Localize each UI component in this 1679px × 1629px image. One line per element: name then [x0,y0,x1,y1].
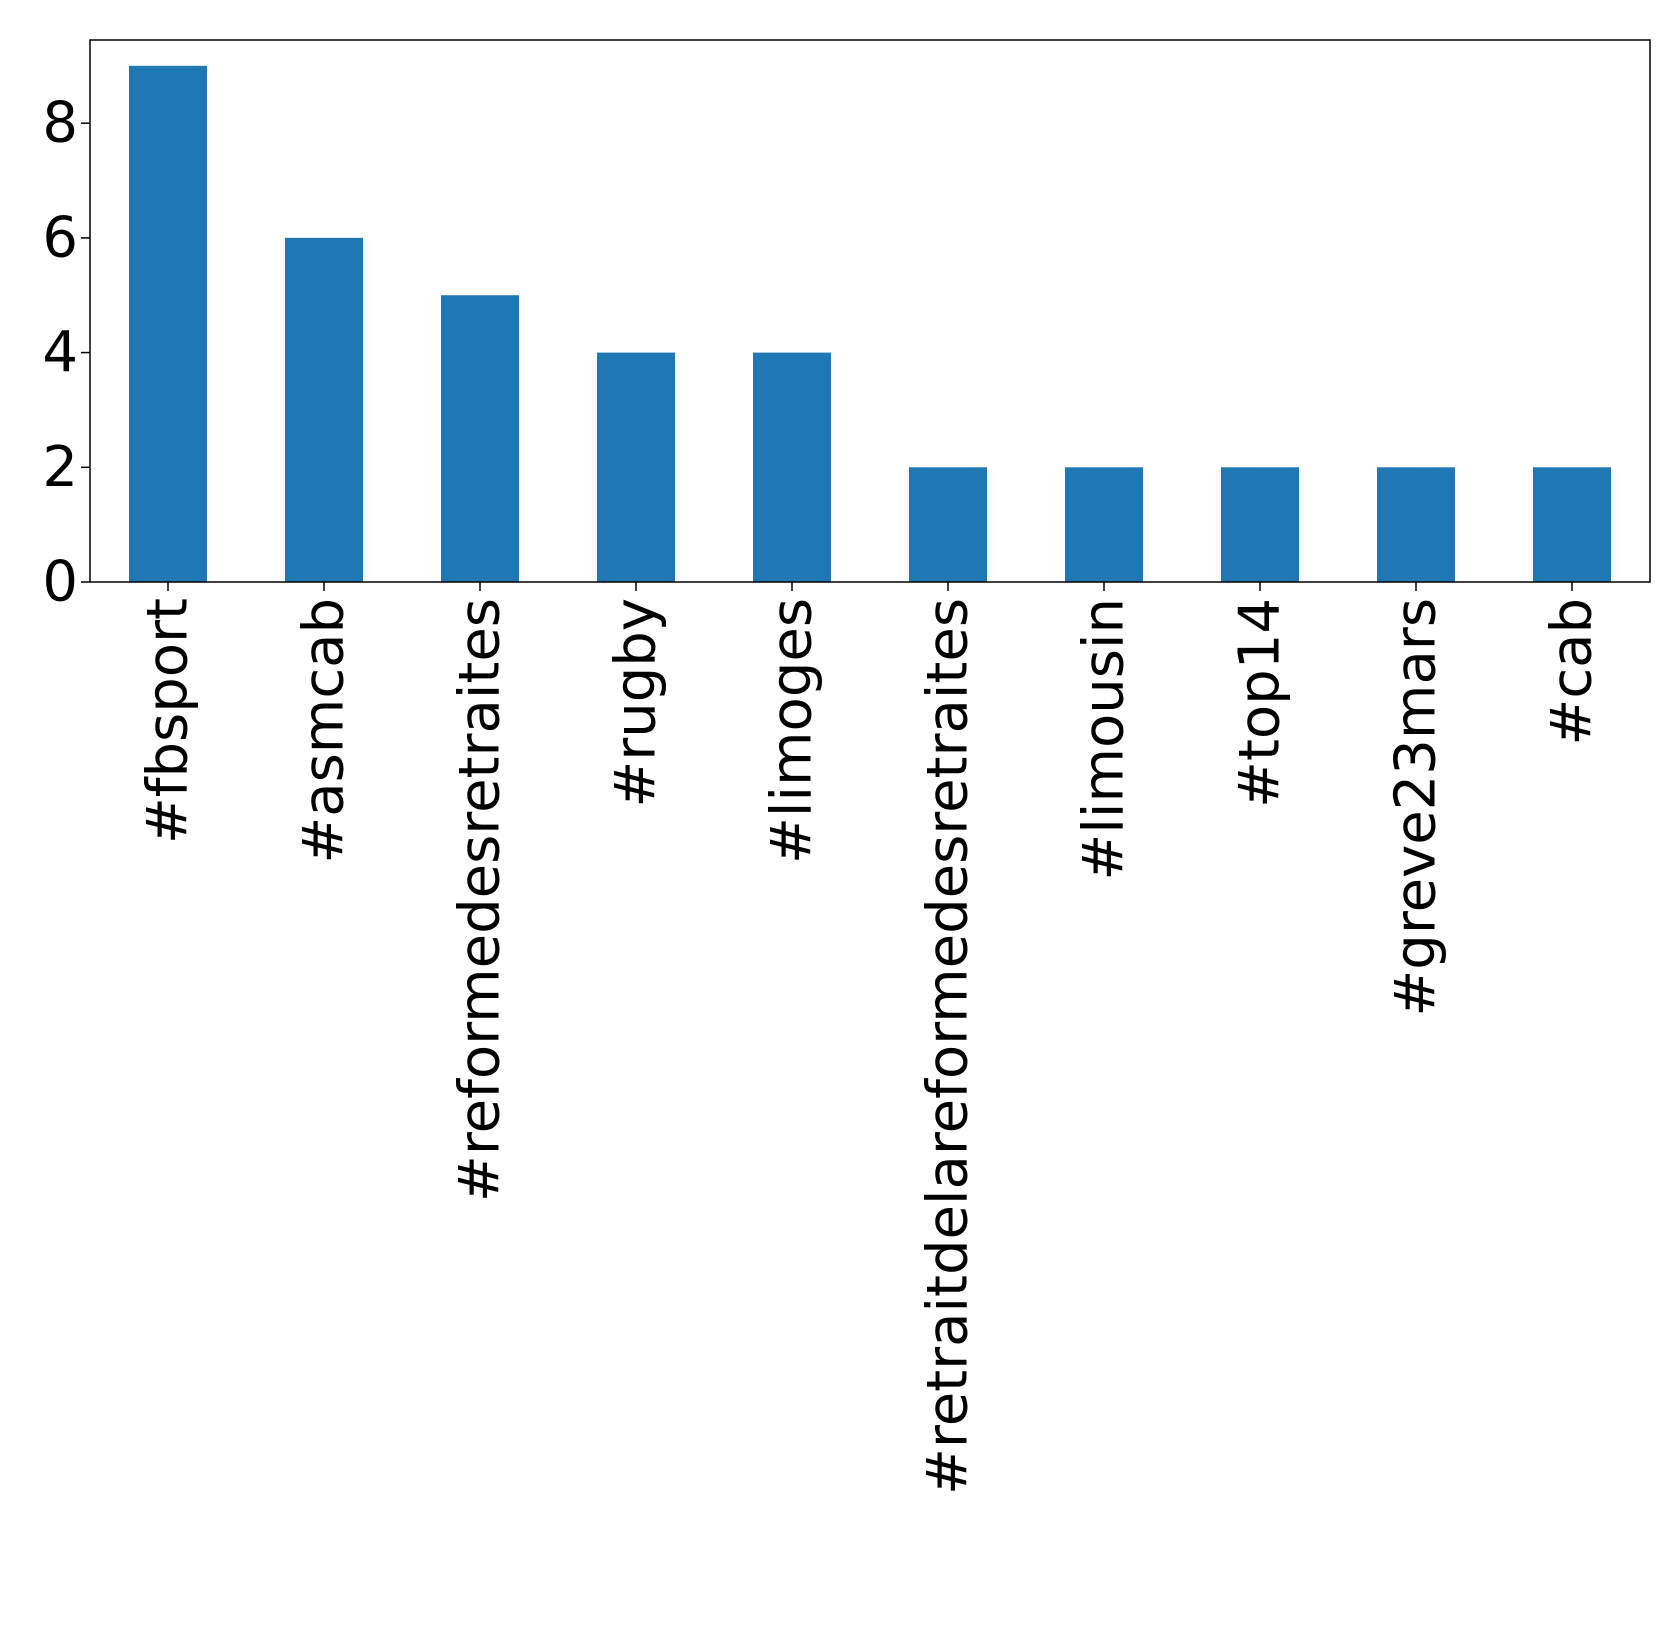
x-tick-label: #top14 [1228,598,1293,808]
bar-retraitdelareformedesretraites [909,467,987,582]
y-tick-label: 2 [42,435,78,500]
bar-reformedesretraites [441,295,519,582]
bar-rugby [597,352,675,582]
x-tick-label: #rugby [604,598,669,808]
y-tick-label: 4 [42,320,78,385]
y-tick-label: 8 [42,91,78,156]
y-tick-label: 6 [42,205,78,270]
bar-asmcab [285,237,363,582]
bar-limoges [753,352,831,582]
bars-group [129,65,1611,583]
x-tick-label: #asmcab [292,598,357,864]
y-axis: 0 2 4 6 8 [42,91,90,615]
x-tick-label: #greve23mars [1384,598,1449,1017]
x-tick-label: #retraitdelareformedesretraites [916,598,981,1495]
x-tick-label: #fbsport [136,598,201,844]
x-tick-label: #cab [1540,598,1605,746]
bar-fbsport [129,65,207,583]
x-tick-label: #limoges [760,598,825,864]
bar-greve23mars [1377,467,1455,582]
bar-limousin [1065,467,1143,582]
bar-top14 [1221,467,1299,582]
y-tick-label: 0 [42,550,78,615]
x-tick-label: #reformedesretraites [448,598,513,1202]
x-axis: #fbsport #asmcab #reformedesretraites #rugb… [136,582,1605,1495]
plot-frame [89,39,1651,583]
bar-cab [1533,467,1611,582]
x-tick-label: #limousin [1072,598,1137,881]
